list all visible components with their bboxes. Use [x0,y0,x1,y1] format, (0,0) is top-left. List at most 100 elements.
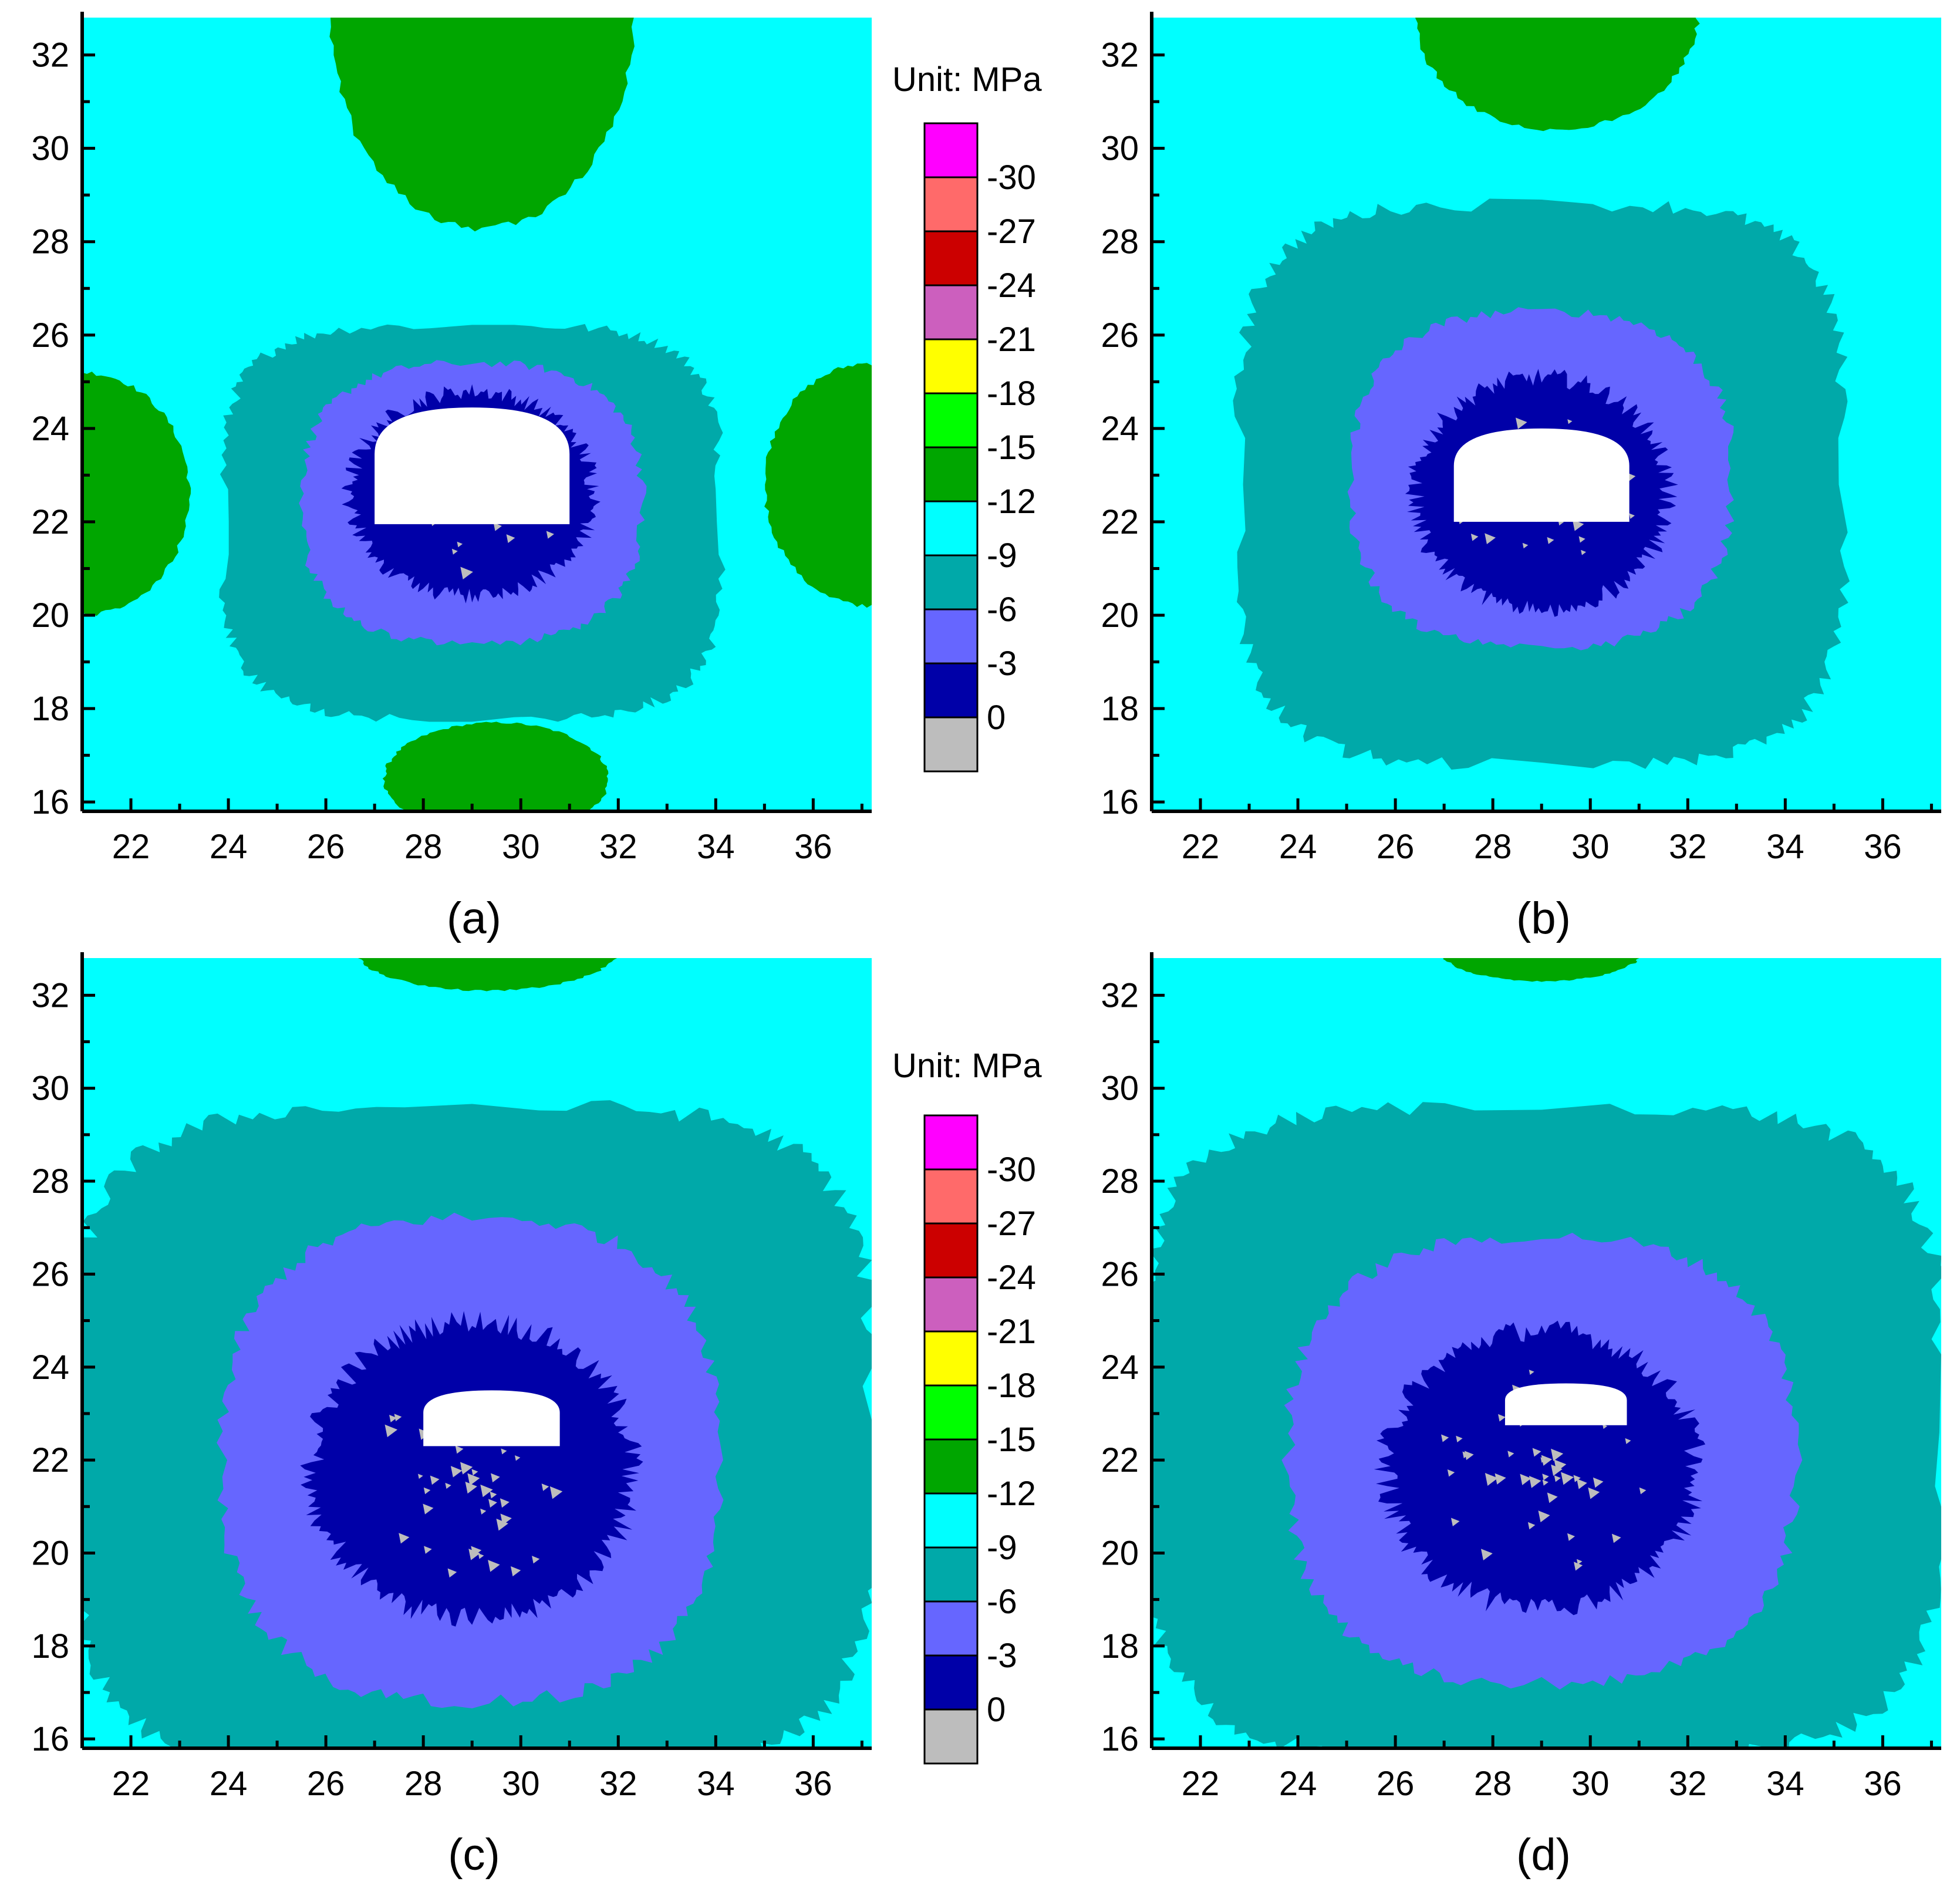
gray-fragment [1532,1448,1541,1457]
gray-fragment [490,1491,497,1499]
gray-fragment [1462,1451,1470,1459]
gray-fragment [1470,533,1479,541]
panel-label: (a) [447,893,501,943]
x-tick-label: 30 [502,1765,540,1803]
x-tick-label: 30 [1571,1765,1610,1803]
excavation-opening [423,1390,560,1446]
colorbar-level-label: -12 [987,483,1036,521]
y-tick-label: 28 [1101,1162,1139,1201]
colorbar-level-label: -15 [987,1421,1036,1459]
x-tick-label: 32 [1669,1765,1707,1803]
gray-fragment [1485,533,1496,545]
colorbar-swatch [923,1168,979,1225]
gray-fragment [1567,419,1573,424]
x-tick-label: 28 [404,1765,443,1803]
gray-fragment [1456,1435,1463,1442]
x-tick-label: 34 [697,1765,735,1803]
y-tick-label: 16 [31,783,69,821]
gray-fragment [501,1448,507,1455]
gray-fragment [1498,1414,1506,1422]
colorbar-swatch [923,1546,979,1603]
region-green-0 [329,18,635,232]
gray-fragment [418,1473,423,1479]
colorbar-2: Unit: MPa-30-27-24-21-18-15-12-9-6-30 [892,1047,1042,1765]
gray-fragment [1529,1476,1541,1488]
y-tick-label: 22 [1101,503,1139,541]
gray-fragment [465,1481,477,1494]
y-tick-label: 18 [1101,690,1139,728]
gray-fragment [1542,1473,1549,1481]
x-tick-label: 26 [1377,828,1415,866]
y-tick-label: 32 [1101,36,1139,75]
gray-fragment [1441,1434,1449,1442]
gray-fragment [1611,1533,1621,1543]
gray-fragment [1567,1533,1576,1541]
colorbar-swatch [923,230,979,286]
region-green-2 [82,372,191,616]
gray-fragment [491,1473,500,1483]
gray-fragment [549,1486,563,1499]
contour-panel-a: 22 24 26 28 30 32 34 36 16 18 20 22 24 26 28 30 32 (a) [31,12,872,943]
colorbar-level-label: -9 [987,537,1017,575]
x-tick-label: 26 [1377,1765,1415,1803]
gray-fragment [1573,1475,1581,1482]
x-tick-label: 36 [794,1765,832,1803]
x-tick-label: 22 [112,1765,150,1803]
y-tick-label: 30 [31,130,69,168]
gray-fragment [1578,536,1585,543]
gray-fragment [467,1473,480,1486]
y-tick-label: 22 [31,1441,69,1479]
gray-fragment [1527,1522,1536,1530]
region-dark-blue [300,1311,643,1627]
excavation-opening [375,407,570,524]
gray-fragment [1464,1451,1474,1461]
gray-fragment [1554,1475,1561,1482]
colorbar-level-label: -27 [987,1205,1036,1243]
y-tick-label: 20 [1101,1534,1139,1572]
x-tick-label: 28 [1474,828,1512,866]
x-tick-label: 24 [1279,1765,1317,1803]
gray-fragment [514,1455,521,1461]
colorbar-swatch [923,554,979,611]
x-tick-label: 34 [1766,828,1804,866]
colorbar-1: Unit: MPa-30-27-24-21-18-15-12-9-6-30 [892,60,1042,773]
colorbar-swatch [923,1222,979,1279]
y-tick-label: 26 [1101,316,1139,355]
colorbar-swatch [923,1708,979,1765]
y-tick-label: 28 [1101,223,1139,261]
gray-fragment [1625,1438,1631,1444]
gray-fragment [430,1475,440,1485]
gray-fragment [510,1566,521,1577]
colorbar-swatch [923,1384,979,1441]
y-tick-label: 18 [1101,1627,1139,1665]
x-tick-label: 28 [1474,1765,1512,1803]
y-tick-label: 30 [1101,1070,1139,1108]
panel-label: (b) [1516,893,1571,943]
gray-fragment [445,1482,451,1489]
gray-fragment [488,1499,497,1508]
gray-fragment [480,1508,487,1515]
region-green-3 [764,363,872,608]
gray-fragment [1629,513,1635,519]
colorbar-level-label: -24 [987,1259,1036,1297]
y-tick-label: 22 [1101,1441,1139,1479]
colorbar-level-label: -18 [987,1367,1036,1405]
gray-fragment [1576,1559,1583,1565]
colorbar-level-label: -30 [987,1151,1036,1189]
x-tick-label: 22 [1182,828,1220,866]
gray-fragment [389,1414,397,1422]
excavation-opening [1504,1383,1627,1425]
gray-fragment [1547,537,1554,544]
x-tick-label: 32 [1669,828,1707,866]
region-green-0 [1415,18,1700,131]
y-tick-label: 32 [31,976,69,1014]
colorbar-level-label: -3 [987,1637,1017,1675]
x-tick-label: 36 [1864,1765,1902,1803]
colorbar-unit-label: Unit: MPa [892,60,1042,99]
y-tick-label: 26 [31,1255,69,1293]
gray-fragment [1538,1510,1550,1523]
gray-fragment [1450,1518,1460,1527]
gray-fragment [500,1498,510,1508]
gray-fragment [1480,1549,1493,1560]
